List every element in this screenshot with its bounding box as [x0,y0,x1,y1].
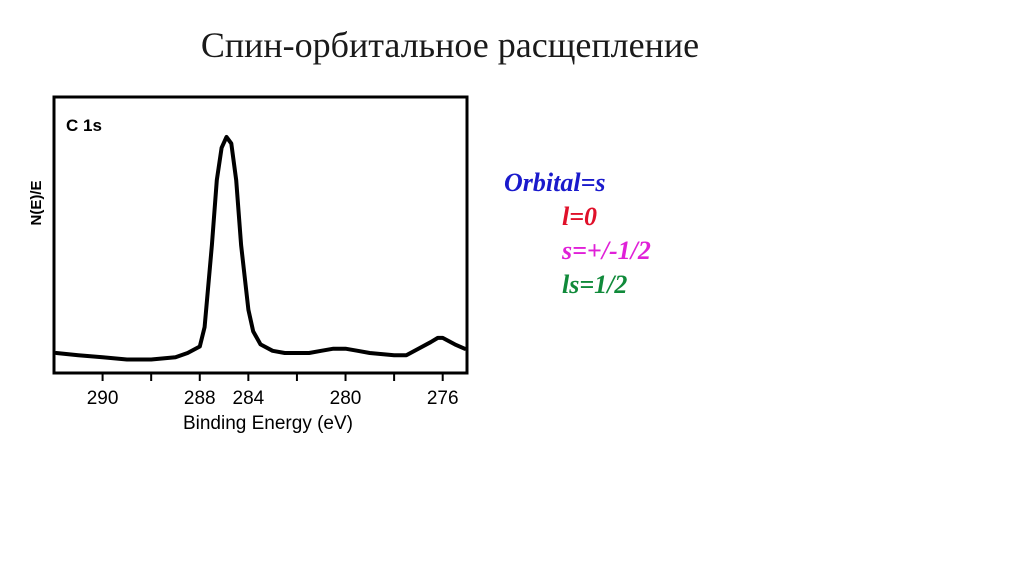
y-axis-label: N(E)/E [28,181,45,226]
annotation-ls: ls=1/2 [562,270,628,299]
x-tick-label: 288 [184,388,216,409]
orbital-annotations: Orbital=s l=0 s=+/-1/2 ls=1/2 [504,166,651,302]
slide-title: Спин-орбитальное расщепление [200,25,700,65]
chart-title: C 1s [66,116,102,135]
annotation-s: s=+/-1/2 [562,236,651,265]
series-line [54,135,467,362]
annotation-orbital: Orbital=s [504,168,606,197]
x-tick-label: 276 [427,388,459,409]
annotation-l: l=0 [562,202,598,231]
x-tick-label: 284 [233,388,265,409]
x-tick-label: 280 [330,388,362,409]
plot-frame [52,95,469,375]
x-tick-label: 290 [87,388,119,409]
x-axis-label: Binding Energy (eV) [183,413,353,434]
